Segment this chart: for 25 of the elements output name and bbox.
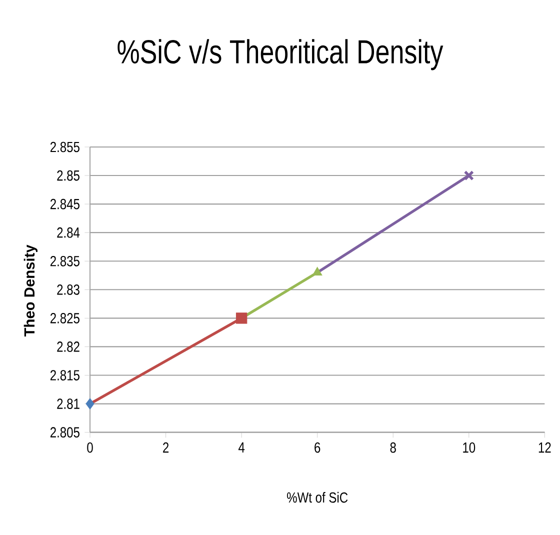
y-axis-title: Theo Density: [24, 244, 38, 337]
x-tick-label: 10: [463, 442, 476, 453]
y-tick-label: 2.84: [57, 227, 80, 238]
chart-title: %SiC v/s Theoritical Density: [118, 39, 444, 70]
x-axis-title: %Wt of SiC: [287, 492, 348, 503]
y-tick-label: 2.835: [50, 256, 80, 266]
point: [86, 398, 94, 410]
y-tick-label: 2.815: [50, 370, 80, 380]
y-tick-label: 2.805: [50, 427, 80, 438]
x-tick-label: 4: [238, 442, 245, 452]
y-tick-label: 2.855: [50, 142, 80, 152]
x-tick-label: 12: [538, 442, 551, 453]
point: [464, 170, 474, 181]
x-tick-label: 2: [163, 442, 169, 453]
y-tick-label: 2.85: [57, 170, 80, 181]
y-tick-label: 2.82: [57, 342, 80, 352]
point: [312, 266, 322, 276]
y-tick-label: 2.83: [57, 284, 80, 295]
x-tick-label: 8: [390, 442, 396, 453]
x-tick-label: 6: [314, 442, 320, 453]
y-tick-label: 2.845: [50, 198, 80, 210]
y-tick-label: 2.81: [57, 398, 80, 409]
x-tick-label: 0: [87, 442, 93, 453]
y-tick-label: 2.825: [50, 313, 80, 324]
point: [236, 312, 248, 324]
